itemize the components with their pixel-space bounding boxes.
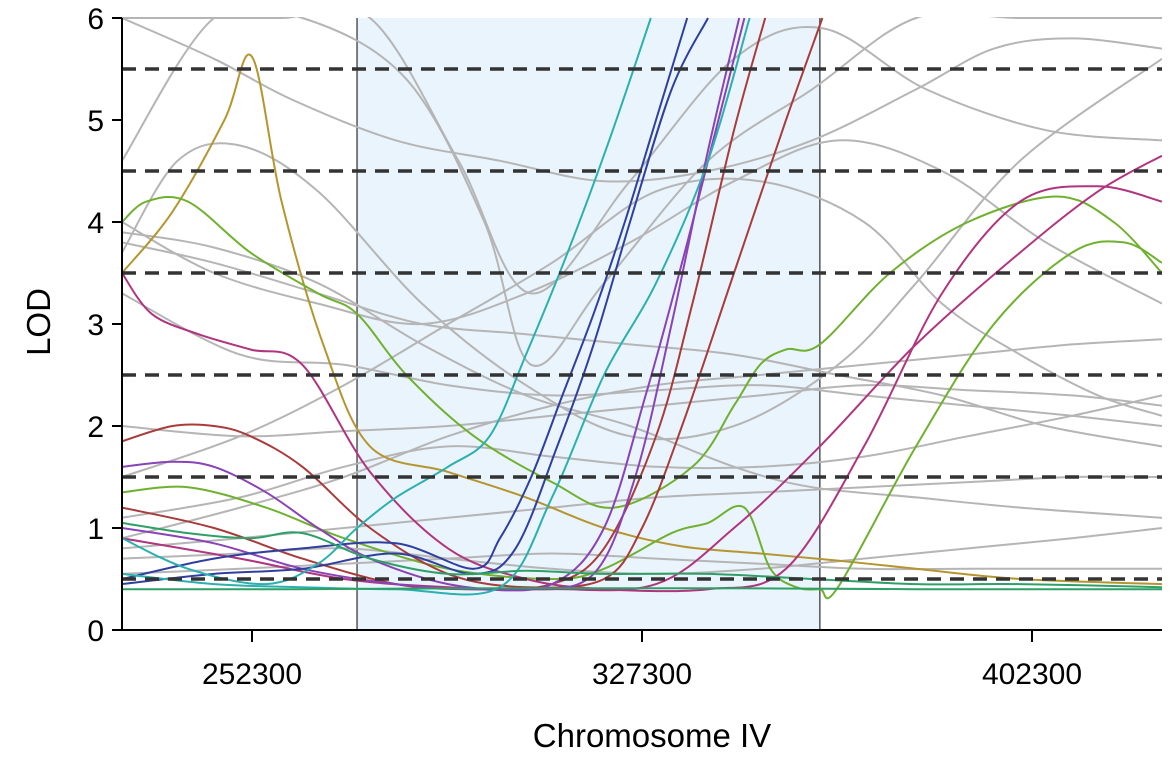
series-line-11 bbox=[122, 17, 689, 580]
background-series-line-13 bbox=[122, 177, 1162, 478]
x-tick-label-327300: 327300 bbox=[592, 658, 692, 691]
series-line-1 bbox=[122, 53, 1162, 586]
background-series-line-15 bbox=[122, 139, 1162, 326]
background-series-line-3 bbox=[122, 57, 1162, 441]
background-series-line-2 bbox=[122, 17, 1162, 367]
series-line-9 bbox=[122, 17, 746, 592]
series-line-12 bbox=[122, 17, 652, 586]
y-axis-label: LOD bbox=[20, 288, 57, 356]
background-series-line-1 bbox=[122, 17, 1162, 295]
x-tick-label-402300: 402300 bbox=[982, 658, 1082, 691]
series-line-10 bbox=[122, 17, 709, 586]
x-tick-label-252300: 252300 bbox=[202, 658, 302, 691]
background-series-line-14 bbox=[122, 338, 1162, 540]
y-tick-label-3: 3 bbox=[87, 309, 104, 342]
x-axis-label: Chromosome IV bbox=[533, 717, 771, 754]
background-series-line-11 bbox=[122, 552, 1162, 575]
y-tick-label-6: 6 bbox=[87, 3, 104, 36]
y-tick-label-4: 4 bbox=[87, 207, 104, 240]
y-tick-label-0: 0 bbox=[87, 615, 104, 648]
series-line-15 bbox=[122, 587, 1162, 591]
background-series-line-6 bbox=[122, 292, 1162, 427]
y-tick-label-2: 2 bbox=[87, 411, 104, 444]
series-line-5 bbox=[122, 154, 1162, 592]
y-tick-label-1: 1 bbox=[87, 513, 104, 546]
series-line-7 bbox=[122, 17, 767, 591]
series-line-3 bbox=[122, 240, 1162, 600]
series-line-13 bbox=[122, 17, 751, 596]
background-series-line-7 bbox=[122, 384, 1162, 438]
background-series-line-5 bbox=[122, 241, 1162, 448]
series-line-4 bbox=[122, 185, 1162, 593]
series-line-14 bbox=[122, 521, 1162, 589]
y-tick-label-5: 5 bbox=[87, 105, 104, 138]
